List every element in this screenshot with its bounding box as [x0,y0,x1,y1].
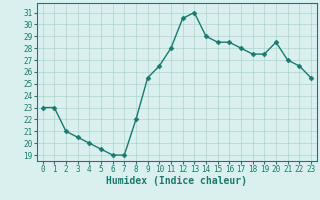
X-axis label: Humidex (Indice chaleur): Humidex (Indice chaleur) [106,176,247,186]
